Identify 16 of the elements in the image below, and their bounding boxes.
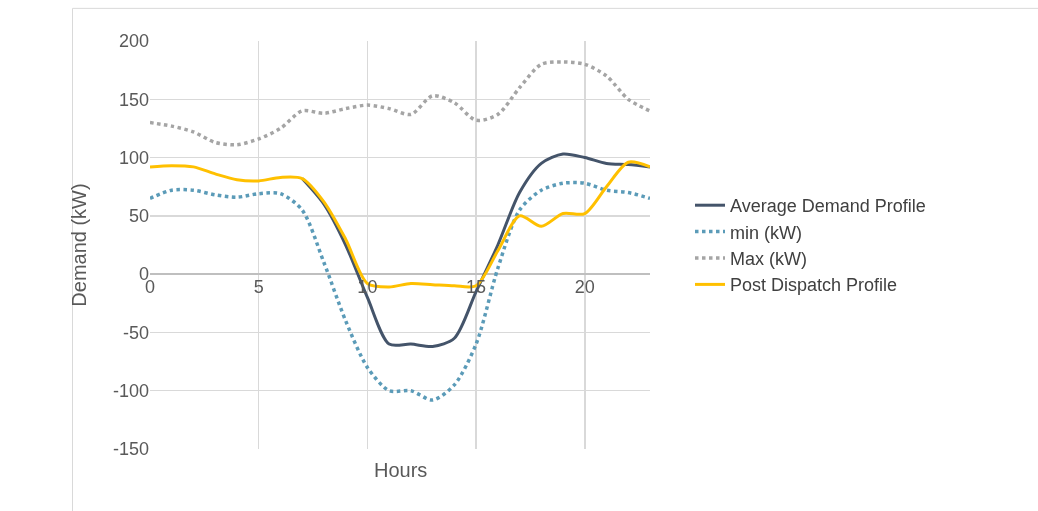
y-tick-label: 50 bbox=[128, 206, 149, 227]
y-tick-label: 100 bbox=[118, 147, 149, 168]
legend-label: Post Dispatch Profile bbox=[730, 275, 898, 296]
y-tick-label: 150 bbox=[118, 89, 149, 110]
legend-label: Max (kW) bbox=[730, 249, 807, 270]
legend-label: Average Demand Profile bbox=[730, 196, 926, 217]
x-tick-label: 20 bbox=[574, 277, 595, 298]
line-series bbox=[150, 60, 650, 147]
y-tick-label: -100 bbox=[112, 381, 149, 402]
y-tick-label: -50 bbox=[122, 322, 149, 343]
y-tick-label: 200 bbox=[118, 31, 149, 52]
x-tick-label: 5 bbox=[253, 277, 264, 298]
y-axis-title: Demand (kW) bbox=[68, 183, 91, 307]
legend-label: min (kW) bbox=[730, 222, 802, 243]
x-axis-title: Hours bbox=[374, 459, 428, 481]
y-tick-label: -150 bbox=[112, 439, 149, 460]
